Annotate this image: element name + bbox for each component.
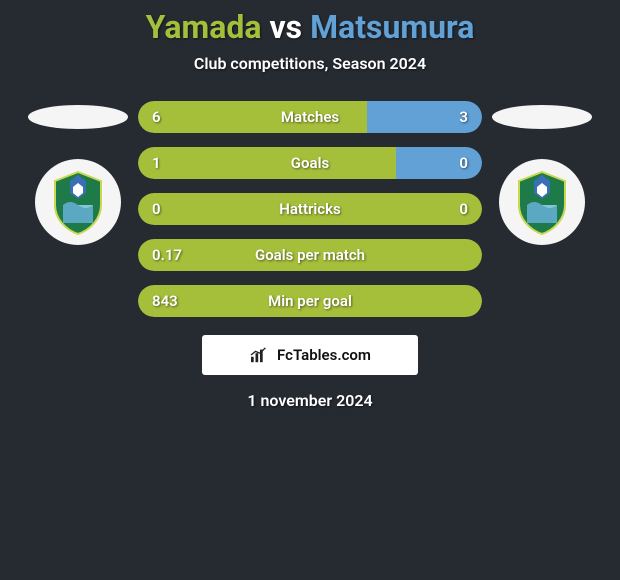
stat-row: 0 Hattricks 0 [138, 193, 482, 225]
stat-bar-left [138, 147, 396, 179]
stat-label: Min per goal [268, 292, 352, 310]
left-column [28, 101, 128, 245]
footer-date: 1 november 2024 [0, 391, 620, 410]
stat-label: Goals per match [255, 246, 365, 264]
club-crest-icon [43, 167, 113, 237]
stat-label: Hattricks [279, 200, 341, 218]
stat-row: 843 Min per goal [138, 285, 482, 317]
stat-value-left: 843 [152, 292, 178, 310]
stat-value-right: 3 [459, 108, 468, 126]
page-title: Yamada vs Matsumura [0, 8, 620, 46]
title-player-1: Yamada [146, 8, 262, 46]
right-column [492, 101, 592, 245]
chart-icon [249, 346, 271, 364]
brand-box: FcTables.com [202, 335, 418, 375]
stat-value-left: 0.17 [152, 246, 182, 264]
title-player-2: Matsumura [310, 8, 474, 46]
stat-value-left: 0 [152, 200, 161, 218]
player-2-crest [499, 159, 585, 245]
stat-row: 6 Matches 3 [138, 101, 482, 133]
stat-row: 0.17 Goals per match [138, 239, 482, 271]
stat-value-left: 6 [152, 108, 161, 126]
subtitle: Club competitions, Season 2024 [0, 54, 620, 73]
title-vs: vs [262, 8, 311, 46]
stat-bar-right [396, 147, 482, 179]
stat-row: 1 Goals 0 [138, 147, 482, 179]
comparison-card: Yamada vs Matsumura Club competitions, S… [0, 0, 620, 410]
player-2-shadow [492, 105, 592, 129]
player-1-shadow [28, 105, 128, 129]
stat-value-right: 0 [459, 200, 468, 218]
stat-label: Goals [291, 154, 329, 172]
stat-label: Matches [281, 108, 339, 126]
player-1-crest [35, 159, 121, 245]
comparison-bars: 6 Matches 3 1 Goals 0 0 Hattricks 0 0.17 Goals per… [138, 101, 482, 317]
stat-value-right: 0 [459, 154, 468, 172]
brand-text: FcTables.com [277, 346, 371, 364]
main-row: 6 Matches 3 1 Goals 0 0 Hattricks 0 0.17 Goals per… [0, 101, 620, 317]
stat-value-left: 1 [152, 154, 161, 172]
club-crest-icon [507, 167, 577, 237]
